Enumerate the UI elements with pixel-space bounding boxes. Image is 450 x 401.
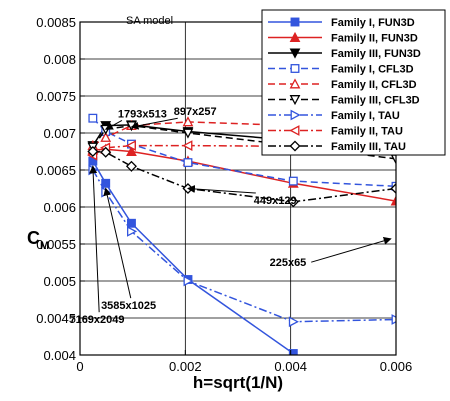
- data-point: [100, 146, 112, 158]
- series-9: [87, 145, 396, 208]
- data-point: [289, 140, 301, 152]
- legend-label: Family II, FUN3D: [331, 33, 418, 45]
- annotation: 3585x1025: [101, 187, 156, 312]
- data-point: [88, 113, 98, 123]
- annotation-arrow: [311, 236, 392, 263]
- data-point: [390, 182, 396, 195]
- series-line: [92, 150, 396, 203]
- data-point: [183, 275, 194, 287]
- y-tick-label: 0.006: [43, 200, 76, 215]
- legend-item: Family I, FUN3D: [268, 17, 415, 29]
- data-point: [100, 131, 112, 142]
- legend-label: Family II, TAU: [331, 126, 403, 138]
- legend-label: Family II, CFL3D: [331, 79, 417, 91]
- legend-item: Family III, CFL3D: [268, 95, 420, 107]
- x-tick-label: 0.006: [380, 359, 413, 374]
- data-point: [390, 195, 396, 206]
- data-point: [289, 95, 301, 106]
- legend: Family I, FUN3D Family II, FUN3D Family II…: [261, 9, 446, 156]
- data-point: [288, 349, 298, 355]
- data-point: [289, 48, 301, 59]
- annotation: 1793x513: [104, 108, 167, 130]
- y-tick-label: 0.008: [43, 52, 76, 67]
- legend-label: Family I, TAU: [331, 110, 400, 122]
- ticks: 0 0.002 0.004 0.006 0.004 0.0045 0.005 0.0055 0.…: [36, 15, 412, 374]
- data-point: [127, 226, 138, 237]
- x-tick-label: 0.002: [169, 359, 202, 374]
- annotation-arrow: [104, 120, 123, 130]
- data-point: [182, 116, 194, 127]
- annotation-arrow: [103, 187, 132, 299]
- data-point: [289, 125, 300, 136]
- series-1: [88, 156, 298, 355]
- legend-item: Family II, FUN3D: [268, 31, 418, 45]
- legend-item: Family III, TAU: [268, 140, 406, 153]
- annotation: 225x65: [270, 236, 392, 269]
- chart-subtitle: SA model: [126, 15, 173, 27]
- y-axis-title-subscript: M: [40, 240, 49, 252]
- data-point: [391, 314, 396, 325]
- data-point: [289, 78, 301, 89]
- x-tick-label: 0.004: [274, 359, 307, 374]
- data-point: [287, 196, 299, 208]
- legend-item: Family I, CFL3D: [268, 64, 414, 76]
- annotation: 449x129: [186, 184, 297, 207]
- data-point: [290, 17, 300, 27]
- annotation-label: 897x257: [174, 106, 217, 118]
- y-tick-label: 0.0085: [36, 15, 76, 30]
- legend-item: Family II, TAU: [268, 125, 403, 138]
- annotation-arrow: [186, 184, 256, 194]
- data-point: [182, 140, 193, 151]
- annotation: 7169x2049: [69, 165, 125, 326]
- legend-label: Family I, CFL3D: [331, 64, 414, 76]
- x-axis-title: h=sqrt(1/N): [193, 373, 283, 392]
- annotation-arrow: [89, 165, 100, 313]
- data-point: [126, 145, 137, 156]
- data-point: [127, 218, 136, 228]
- y-tick-label: 0.0075: [36, 89, 76, 104]
- y-tick-label: 0.005: [43, 274, 76, 289]
- annotation-arrow: [130, 117, 178, 130]
- data-point: [390, 154, 396, 165]
- y-tick-label: 0.004: [43, 348, 76, 363]
- data-point: [290, 109, 301, 121]
- legend-item: Family II, CFL3D: [268, 78, 417, 91]
- data-point: [182, 128, 194, 139]
- annotation-label: 225x65: [270, 257, 307, 269]
- annotation: 897x257: [130, 106, 217, 130]
- legend-label: Family III, TAU: [331, 141, 406, 153]
- data-point: [101, 178, 111, 188]
- plot-frame: [79, 21, 397, 356]
- legend-label: Family I, FUN3D: [331, 17, 415, 29]
- data-point: [288, 176, 298, 186]
- data-point: [289, 31, 301, 42]
- legend-label: Family III, CFL3D: [331, 95, 420, 107]
- data-point: [288, 316, 299, 328]
- data-point: [125, 160, 137, 172]
- y-tick-label: 0.0055: [36, 237, 76, 252]
- x-tick-label: 0: [76, 359, 83, 374]
- legend-label: Family III, FUN3D: [331, 48, 421, 60]
- data-point: [87, 145, 99, 158]
- data-point: [183, 158, 193, 168]
- annotation-label: 449x129: [254, 195, 297, 207]
- y-tick-label: 0.0045: [36, 311, 76, 326]
- annotation-label: 3585x1025: [101, 300, 156, 312]
- data-point: [125, 140, 136, 151]
- legend-item: Family I, TAU: [268, 109, 400, 122]
- y-axis-title: C M: [27, 228, 49, 252]
- annotations: 1793x513 897x257 449x129 225x65 3585x1025 716…: [69, 106, 392, 326]
- legend-item: Family III, FUN3D: [268, 48, 421, 60]
- y-axis-title-main: C: [27, 228, 40, 248]
- annotation-label: 1793x513: [118, 108, 167, 120]
- annotation-label: 7169x2049: [69, 314, 124, 326]
- y-tick-label: 0.007: [43, 126, 76, 141]
- series-layer: [87, 113, 396, 355]
- y-tick-label: 0.0065: [36, 163, 76, 178]
- data-point: [290, 64, 300, 73]
